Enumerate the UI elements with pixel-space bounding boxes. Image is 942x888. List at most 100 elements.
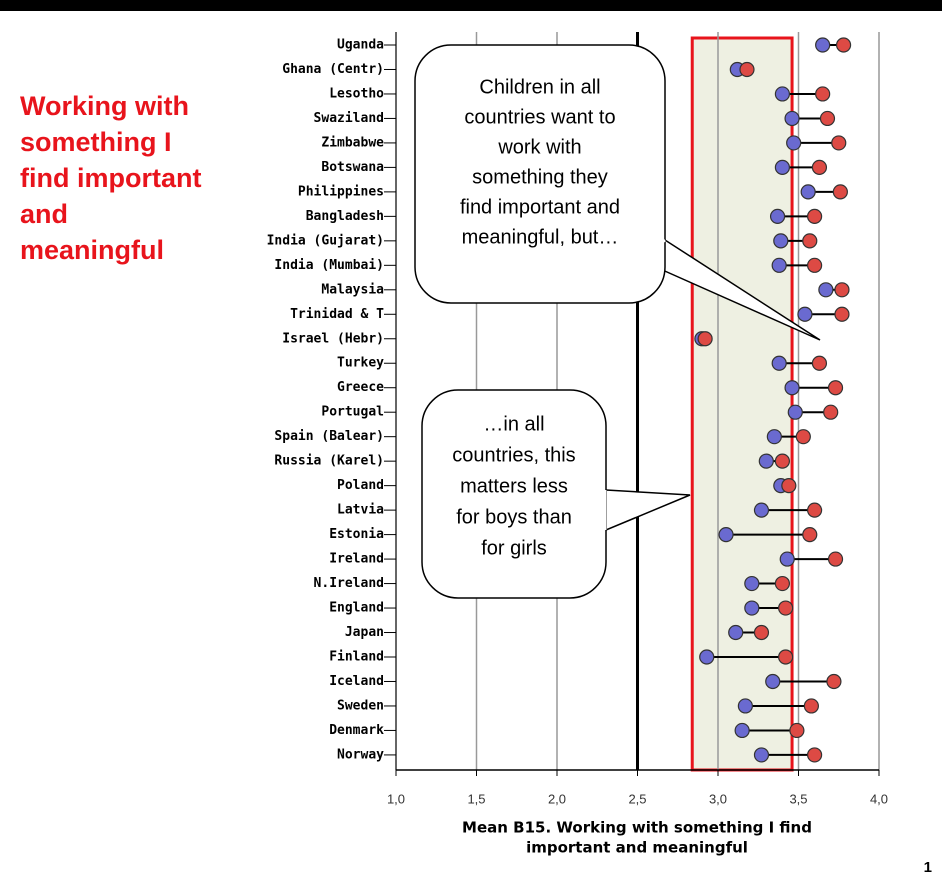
y-tick-label: Russia (Karel)	[274, 454, 384, 469]
slide-title: and	[20, 199, 68, 229]
girls-marker	[795, 429, 811, 445]
boys-marker	[800, 184, 816, 200]
y-tick-label: Finland	[329, 650, 384, 665]
callout-text: countries, this	[452, 444, 575, 466]
slide-title: meaningful	[20, 235, 164, 265]
boys-marker	[784, 110, 800, 127]
girls-marker	[781, 478, 797, 494]
girls-marker	[815, 86, 831, 102]
x-axis-label: Mean B15. Working with something I find	[462, 819, 812, 837]
boys-marker	[784, 380, 800, 396]
callout-join	[639, 238, 666, 262]
girls-marker	[831, 135, 847, 151]
girls-marker	[806, 257, 823, 273]
boys-marker	[774, 159, 791, 175]
callout-pointer	[605, 489, 691, 532]
boys-marker	[753, 747, 770, 763]
y-tick-label: Malaysia	[321, 282, 384, 297]
y-tick-label: Portugal	[321, 405, 384, 420]
y-tick-label: India (Mumbai)	[274, 258, 384, 273]
boys-marker	[773, 233, 789, 249]
callout-text: for girls	[481, 537, 547, 559]
girls-marker	[832, 184, 848, 200]
girls-marker	[823, 404, 839, 420]
y-tick-label: Sweden	[337, 698, 384, 713]
callout-text: meaningful, but…	[462, 226, 619, 248]
boys-marker	[737, 698, 753, 714]
callout-text: work with	[497, 136, 581, 158]
callout-text: …in all	[483, 413, 544, 435]
top-bar	[0, 0, 942, 11]
girls-marker	[803, 698, 819, 714]
y-tick-label: Denmark	[329, 723, 384, 738]
girls-marker	[806, 502, 823, 518]
girls-marker	[778, 600, 794, 616]
y-tick-label: Iceland	[329, 674, 384, 689]
x-tick-label: 3,5	[789, 791, 807, 806]
boys-marker	[744, 600, 760, 616]
girls-marker	[834, 282, 850, 298]
boys-marker	[728, 624, 744, 641]
girls-marker	[753, 624, 770, 641]
x-tick-label: 1,5	[467, 791, 485, 806]
callout-text: something they	[472, 166, 608, 188]
y-tick-label: Ireland	[329, 552, 384, 567]
boys-marker	[786, 135, 802, 151]
slide-title: something I	[20, 127, 172, 157]
boys-marker	[771, 355, 787, 371]
x-tick-label: 2,0	[548, 791, 566, 806]
y-tick-label: Lesotho	[329, 86, 384, 101]
y-tick-label: Swaziland	[314, 111, 384, 126]
y-tick-label: Zimbabwe	[321, 135, 384, 150]
x-tick-label: 4,0	[870, 791, 888, 806]
girls-marker	[834, 306, 850, 322]
x-tick-label: 3,0	[709, 791, 727, 806]
boys-marker	[734, 722, 750, 739]
y-tick-label: India (Gujarat)	[267, 233, 384, 248]
callout-box	[414, 44, 666, 304]
y-tick-label: Philippines	[298, 184, 384, 199]
y-tick-label: Poland	[337, 478, 384, 493]
y-tick-label: Latvia	[337, 503, 384, 518]
highlight-band	[690, 36, 794, 772]
girls-marker	[774, 453, 791, 469]
y-tick-label: Botswana	[321, 160, 384, 175]
boys-marker	[766, 429, 782, 445]
girls-marker	[778, 649, 794, 665]
boys-marker	[797, 306, 813, 322]
girls-marker	[827, 551, 844, 567]
x-tick-label: 2,5	[628, 791, 646, 806]
boys-marker	[815, 37, 831, 53]
boys-marker	[771, 257, 787, 273]
boys-marker	[699, 649, 715, 665]
boys-marker	[774, 86, 791, 102]
x-axis-label: important and meaningful	[526, 839, 748, 857]
boys-marker	[744, 575, 760, 592]
y-tick-label: England	[329, 601, 384, 616]
y-tick-label: Japan	[345, 625, 384, 640]
y-tick-label: Trinidad & T	[290, 307, 384, 322]
girls-marker	[826, 673, 842, 690]
boys-marker	[769, 208, 786, 224]
callout-text: matters less	[460, 475, 568, 497]
y-tick-label: Greece	[337, 380, 384, 395]
callout-text: Children in all	[479, 76, 600, 98]
girls-marker	[827, 380, 844, 396]
girls-marker	[789, 722, 805, 739]
boys-marker	[718, 526, 734, 543]
y-tick-label: Bangladesh	[306, 209, 384, 224]
slide-title: find important	[20, 163, 201, 193]
boys-marker	[758, 453, 774, 469]
girls-marker	[802, 233, 818, 249]
girls-marker	[697, 331, 713, 347]
y-tick-label: Uganda	[337, 38, 384, 53]
y-tick-label: Ghana (Centr)	[282, 62, 384, 77]
y-tick-label: Turkey	[337, 356, 384, 371]
girls-marker	[811, 355, 828, 371]
boys-marker	[787, 404, 803, 420]
boys-marker	[818, 282, 834, 298]
page-number: 1	[924, 859, 932, 876]
girls-marker	[811, 159, 828, 175]
slide-title: Working with	[20, 91, 189, 121]
